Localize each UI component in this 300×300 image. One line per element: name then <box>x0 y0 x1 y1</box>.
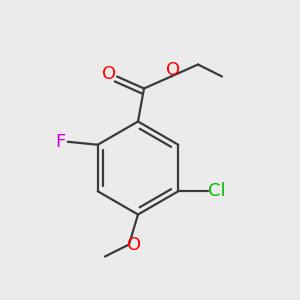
Text: O: O <box>127 236 141 253</box>
Text: Cl: Cl <box>208 182 226 200</box>
Text: O: O <box>166 61 181 79</box>
Text: F: F <box>55 133 65 151</box>
Text: O: O <box>101 65 116 83</box>
